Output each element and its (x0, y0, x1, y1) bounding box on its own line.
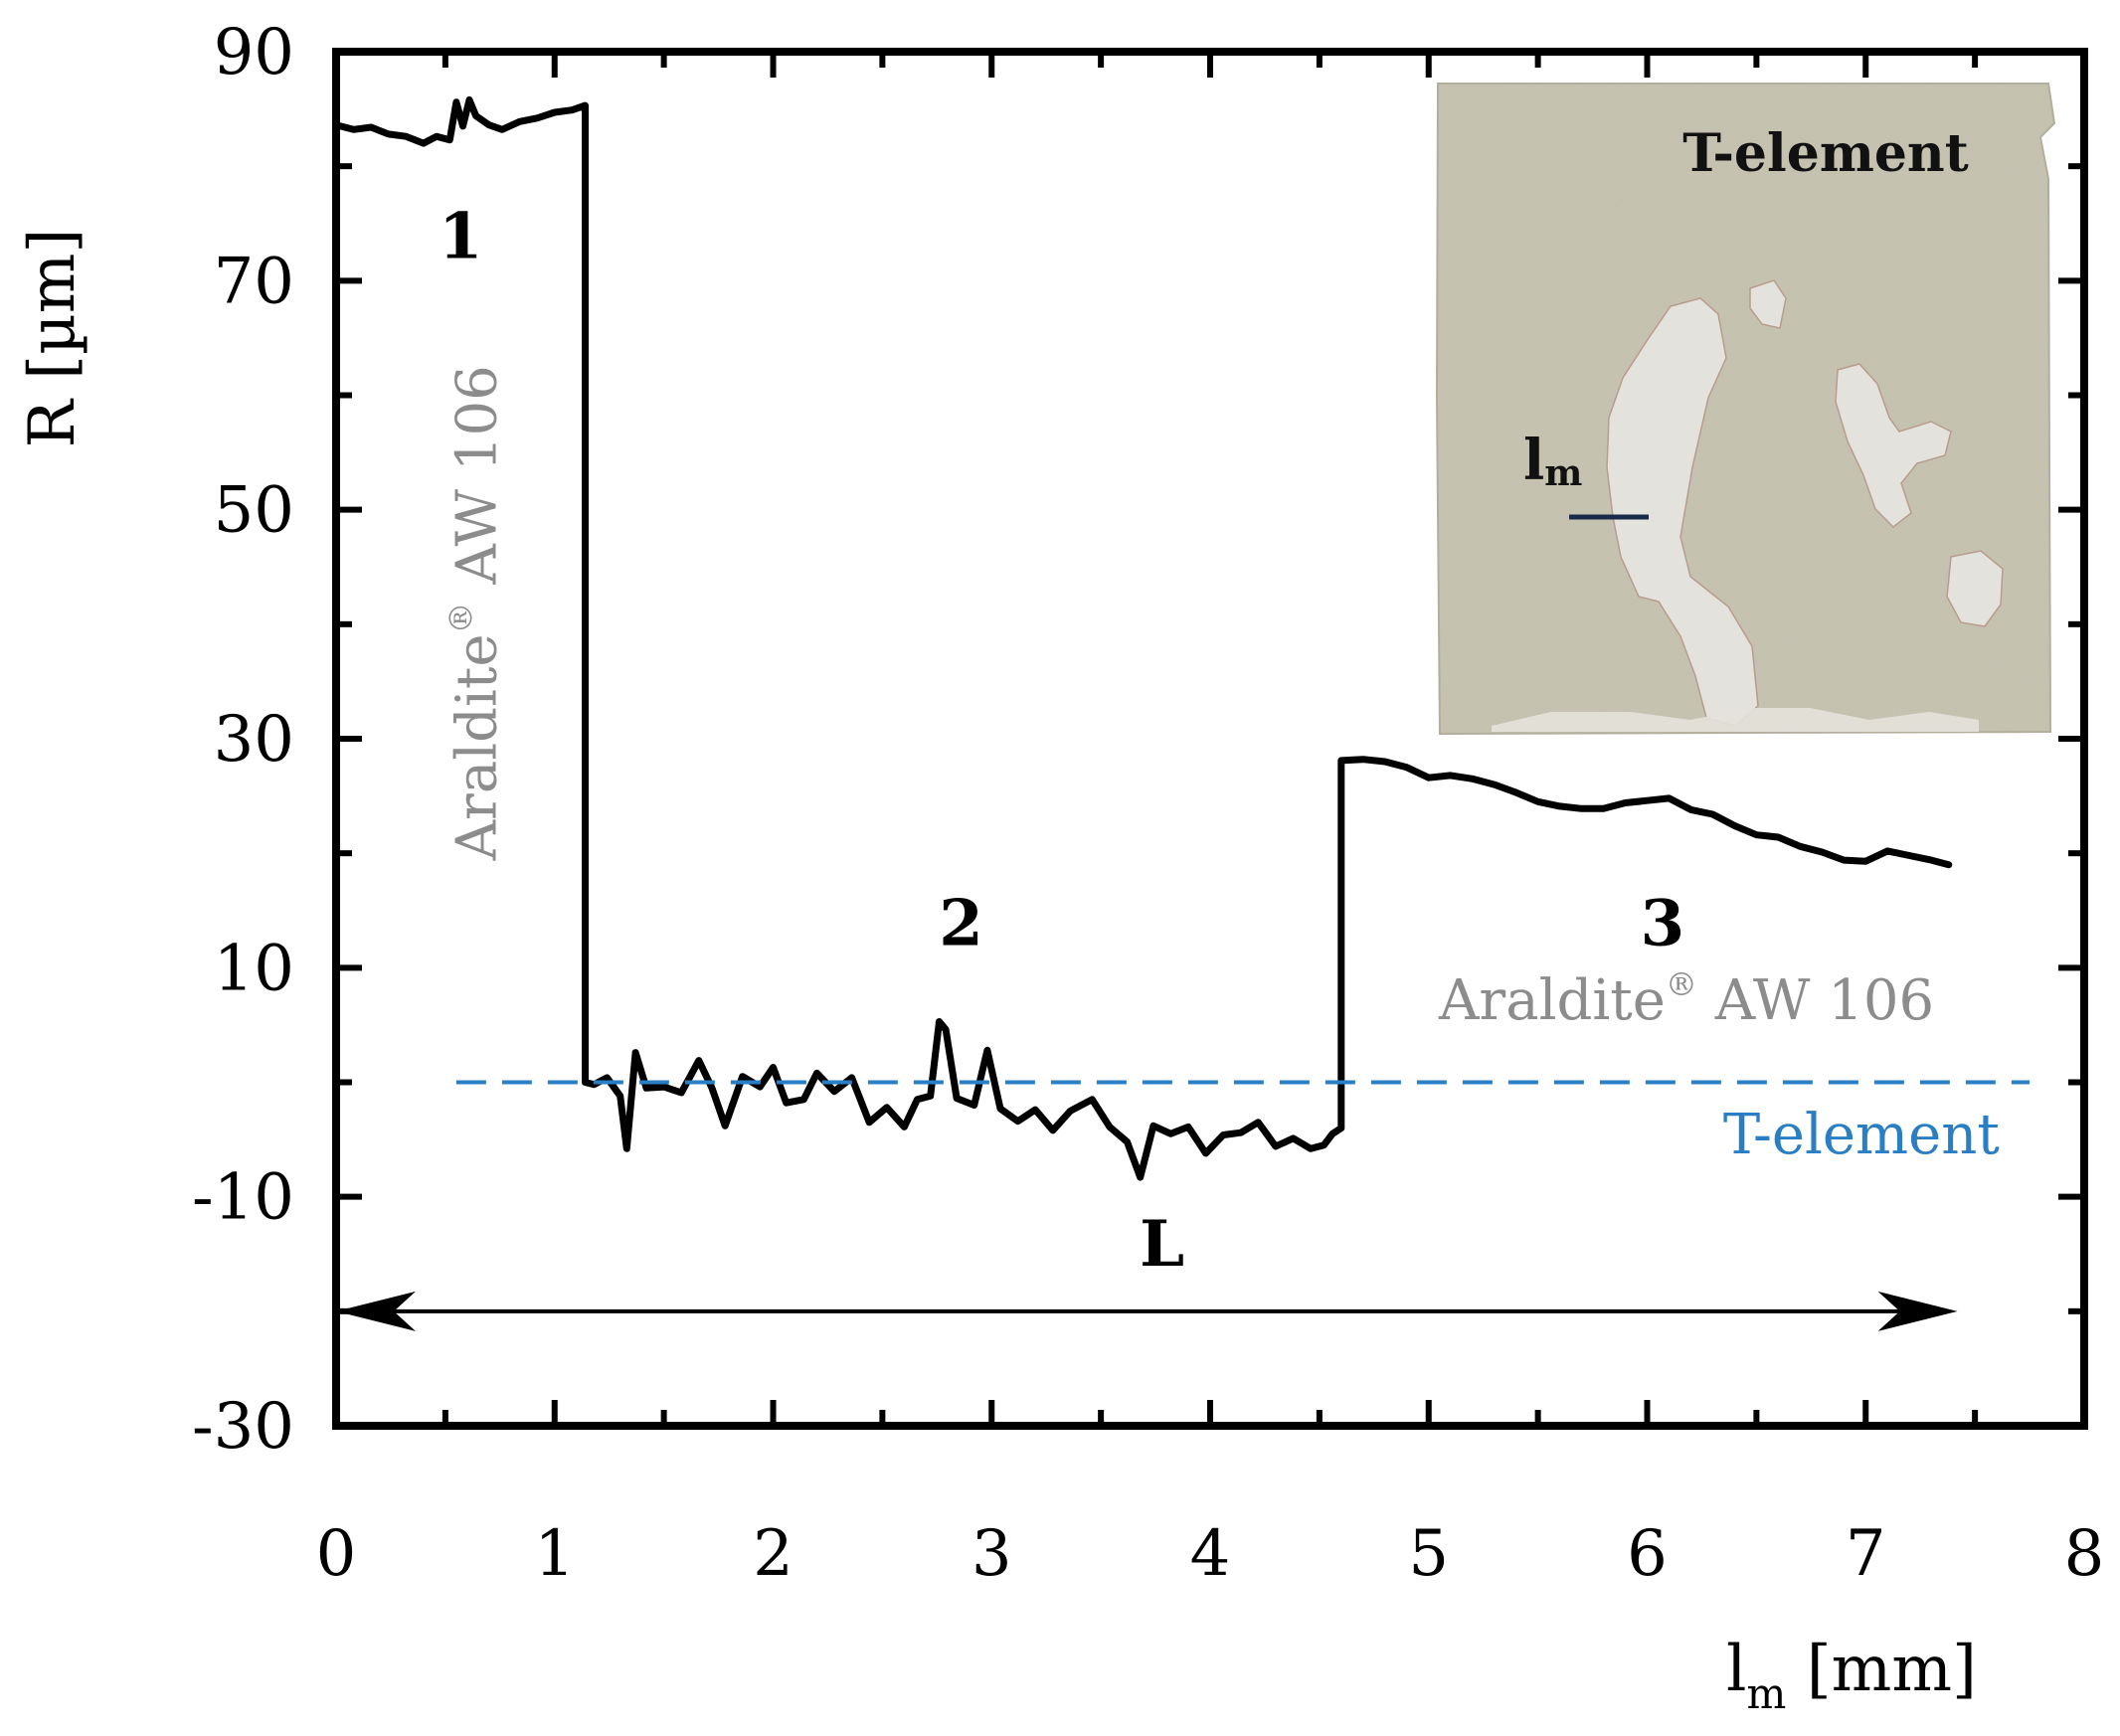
y-axis-tick-labels: -30 -10 10 30 50 70 90 (192, 16, 294, 1464)
region-label-2: 2 (939, 886, 983, 960)
y-tick-label: 30 (214, 703, 294, 777)
region-label-1: 1 (439, 199, 483, 273)
y-tick-label: 10 (214, 932, 294, 1005)
dimension-arrow-head-right (1877, 1291, 1958, 1331)
telement-boundary-label: T-element (1723, 1103, 2001, 1167)
material-label-horizontal: Araldite® AW 106 (1438, 965, 1934, 1033)
inset-title: T-element (1682, 123, 1969, 184)
x-tick-label: 2 (753, 1517, 794, 1591)
material-label-vertical: Araldite® AW 106 (442, 365, 509, 861)
inset-bare-metal-edge (1492, 708, 1979, 732)
x-tick-label: 0 (316, 1517, 357, 1591)
inset-measurement-label: lm (1523, 428, 1582, 494)
x-axis-title: lm [mm] (1726, 1633, 1977, 1718)
x-axis-tick-labels: 0 1 2 3 4 5 6 7 8 (316, 1517, 2105, 1591)
x-tick-label: 1 (534, 1517, 575, 1591)
inset-bare-metal-region (1835, 363, 1952, 528)
y-tick-label: 90 (214, 16, 294, 89)
y-tick-label: -10 (192, 1161, 294, 1235)
dimension-arrow (336, 1291, 1958, 1331)
region-label-3: 3 (1641, 886, 1685, 960)
series-line-profile (332, 95, 1953, 1181)
dimension-label-l: L (1140, 1207, 1184, 1282)
x-tick-label: 3 (972, 1517, 1012, 1591)
y-axis-title: R [µm] (16, 229, 89, 448)
inset-bare-metal-region (1946, 550, 2004, 627)
x-tick-label: 4 (1190, 1517, 1231, 1591)
y-tick-label: 50 (214, 474, 294, 548)
inset-photo: T-element lm (1435, 83, 2056, 736)
x-tick-label: 5 (1408, 1517, 1449, 1591)
x-tick-label: 8 (2064, 1517, 2105, 1591)
y-tick-label: -30 (192, 1390, 294, 1464)
x-tick-label: 7 (1846, 1517, 1886, 1591)
y-tick-label: 70 (214, 245, 294, 318)
dimension-arrow-head-left (336, 1291, 416, 1331)
axis-ticks (336, 52, 2084, 1426)
x-tick-label: 6 (1627, 1517, 1668, 1591)
inset-photo-grain (1438, 84, 2050, 734)
inset-bare-metal-region (1749, 279, 1787, 329)
